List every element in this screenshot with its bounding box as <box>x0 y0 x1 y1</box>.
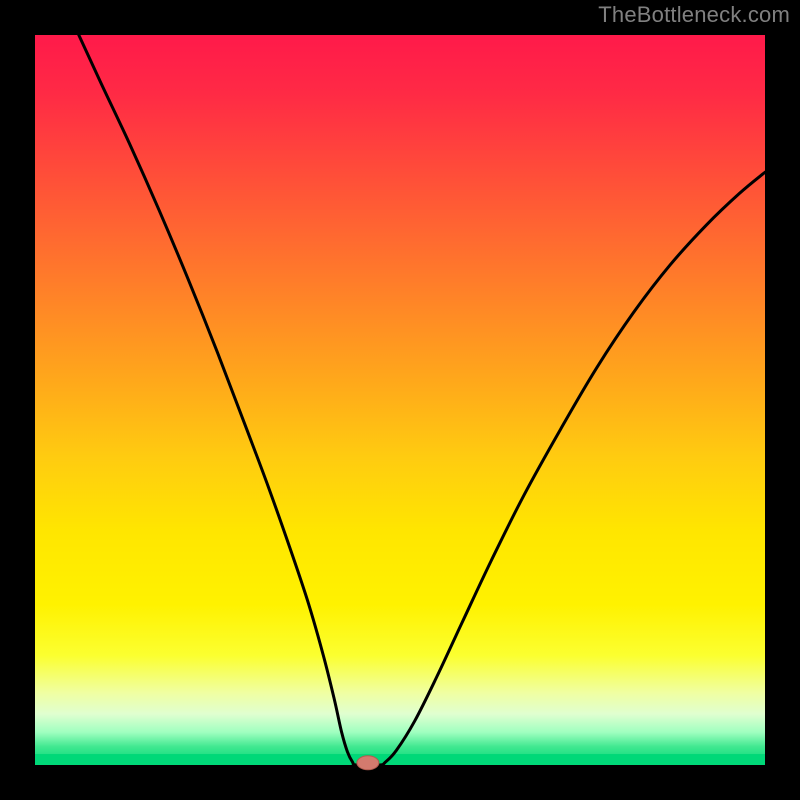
green-floor-band <box>35 754 765 765</box>
plot-background <box>35 35 765 765</box>
watermark-text: TheBottleneck.com <box>598 2 790 28</box>
bottleneck-chart: TheBottleneck.com <box>0 0 800 800</box>
chart-svg <box>0 0 800 800</box>
optimal-point-marker <box>357 756 379 770</box>
